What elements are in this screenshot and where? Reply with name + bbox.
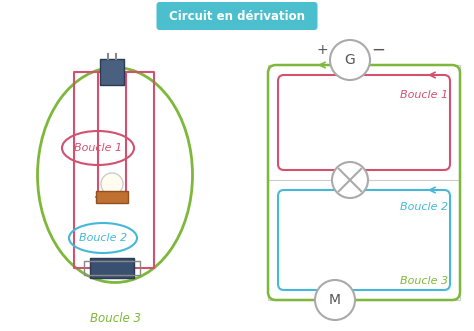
Text: Boucle 1: Boucle 1: [400, 90, 448, 100]
Text: Boucle 1: Boucle 1: [74, 143, 122, 153]
FancyBboxPatch shape: [100, 59, 124, 85]
FancyBboxPatch shape: [156, 2, 318, 30]
Text: Circuit en dérivation: Circuit en dérivation: [169, 10, 305, 23]
Text: +: +: [316, 43, 328, 57]
Text: Boucle 3: Boucle 3: [400, 276, 448, 286]
Text: G: G: [345, 53, 356, 67]
Text: −: −: [371, 41, 385, 59]
FancyBboxPatch shape: [96, 191, 128, 203]
Text: M: M: [329, 293, 341, 307]
Circle shape: [332, 162, 368, 198]
Text: Boucle 3: Boucle 3: [90, 311, 140, 324]
Circle shape: [330, 40, 370, 80]
Circle shape: [101, 173, 123, 195]
FancyBboxPatch shape: [90, 258, 134, 278]
Text: Boucle 2: Boucle 2: [79, 233, 127, 243]
Circle shape: [315, 280, 355, 320]
Text: Boucle 2: Boucle 2: [400, 202, 448, 212]
